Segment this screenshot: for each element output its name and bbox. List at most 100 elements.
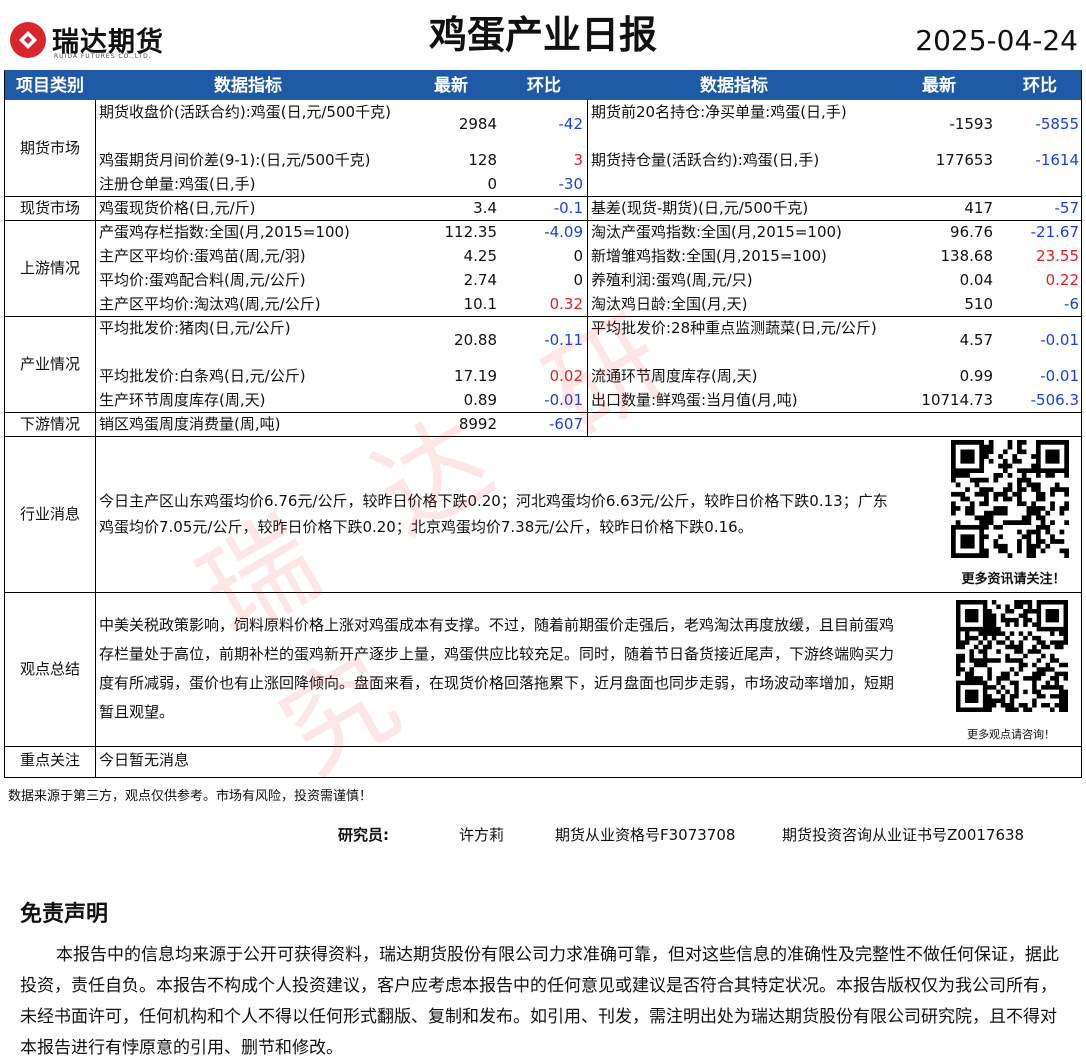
news-text: 今日主产区山东鸡蛋均价6.76元/公斤，较昨日价格下跌0.20；河北鸡蛋均价6.…	[99, 492, 888, 536]
focus-text: 今日暂无消息	[99, 751, 190, 769]
divider	[587, 316, 588, 412]
change-value: 0	[573, 247, 583, 265]
indicator-name: 期货前20名持仓:净买单量:鸡蛋(日,手)	[591, 103, 847, 121]
latest-value: 3.4	[473, 199, 497, 217]
change-value: -0.11	[544, 331, 583, 349]
data-note: 数据来源于第三方，观点仅供参考。市场有风险，投资需谨慎！	[8, 789, 373, 804]
latest-value: 10714.73	[921, 391, 993, 409]
indicator-name: 平均批发价:猪肉(日,元/公斤)	[99, 319, 291, 337]
divider	[587, 100, 588, 196]
change-value: 0.32	[549, 295, 583, 313]
row-line	[5, 196, 1081, 197]
column-header: 最新	[922, 76, 956, 96]
column-header: 环比	[527, 76, 561, 96]
change-value: -1614	[1035, 151, 1079, 169]
change-value: -6	[1064, 295, 1079, 313]
title: 鸡蛋产业日报	[428, 13, 657, 57]
indicator-name: 平均批发价:28种重点监测蔬菜(日,元/公斤)	[591, 319, 877, 337]
indicator-name: 鸡蛋期货月间价差(9-1):(日,元/500千克)	[99, 151, 371, 169]
row-line	[5, 316, 1081, 317]
divider	[95, 100, 96, 778]
indicator-name: 养殖利润:蛋鸡(周,元/只)	[591, 271, 753, 289]
change-value: -0.01	[544, 391, 583, 409]
latest-value: 10.1	[463, 295, 497, 313]
latest-value: 417	[964, 199, 993, 217]
indicator-name: 主产区平均价:蛋鸡苗(周,元/羽)	[99, 247, 306, 265]
column-header: 最新	[434, 76, 468, 96]
indicator-name: 流通环节周度库存(周,天)	[591, 367, 758, 385]
latest-value: 2984	[458, 115, 497, 133]
latest-value: 0.04	[959, 271, 993, 289]
data-table: 项目类别 数据指标 最新 环比 数据指标 最新 环比 期货市场 期货收盘价(活跃合约):鸡蛋(日…	[4, 70, 1082, 778]
indicator-name: 产蛋鸡存栏指数:全国(月,2015=100)	[99, 223, 350, 241]
indicator-name: 生产环节周度库存(周,天)	[99, 391, 266, 409]
company-name: 瑞达期货	[52, 27, 164, 58]
indicator-name: 淘汰产蛋鸡指数:全国(月,2015=100)	[591, 223, 842, 241]
qr-code	[956, 600, 1068, 712]
row-line	[5, 592, 1081, 593]
latest-value: -1593	[949, 115, 993, 133]
change-value: 23.55	[1036, 247, 1079, 265]
qr-caption: 更多资讯请关注！	[961, 572, 1066, 587]
category: 现货市场	[19, 199, 80, 217]
divider	[587, 196, 588, 220]
date: 2025-04-24	[915, 24, 1078, 57]
change-value: -42	[558, 115, 584, 133]
view-text: 中美关税政策影响，饲料原料价格上涨对鸡蛋成本有支撑。不过，随着前期蛋价走强后，老…	[99, 616, 895, 721]
researcher: 许方莉	[459, 826, 505, 844]
latest-value: 20.88	[454, 331, 497, 349]
disclaimer-text: 本报告中的信息均来源于公开可获得资料，瑞达期货股份有限公司力求准确可靠，但对这些…	[20, 945, 1059, 1058]
license: 期货投资咨询从业证书号Z0017638	[782, 826, 1025, 844]
category: 重点关注	[19, 751, 80, 769]
change-value: -0.1	[553, 199, 583, 217]
indicator-name: 鸡蛋现货价格(日,元/斤)	[99, 199, 256, 217]
latest-value: 2.74	[463, 271, 497, 289]
indicator-name: 平均价:蛋鸡配合料(周,元/公斤)	[99, 271, 306, 289]
row-line	[5, 220, 1081, 221]
indicator-name: 平均批发价:白条鸡(日,元/公斤)	[99, 367, 306, 385]
latest-value: 112.35	[444, 223, 498, 241]
latest-value: 4.25	[463, 247, 497, 265]
column-header: 数据指标	[214, 76, 282, 96]
disclaimer-title: 免责声明	[20, 902, 109, 927]
latest-value: 177653	[935, 151, 993, 169]
latest-value: 4.57	[959, 331, 993, 349]
row-line	[5, 412, 1081, 413]
category: 行业消息	[19, 505, 80, 523]
category: 观点总结	[19, 660, 80, 678]
researcher-label: 研究员:	[338, 826, 389, 844]
change-value: 0.02	[549, 367, 583, 385]
latest-value: 96.76	[950, 223, 993, 241]
column-header: 项目类别	[16, 76, 84, 96]
change-value: -506.3	[1030, 391, 1079, 409]
category: 上游情况	[19, 259, 80, 277]
category: 期货市场	[19, 139, 80, 157]
change-value: -607	[548, 415, 583, 433]
indicator-name: 主产区平均价:淘汰鸡(周,元/公斤)	[99, 295, 321, 313]
indicator-name: 出口数量:鲜鸡蛋:当月值(月,吨)	[591, 391, 798, 409]
category: 产业情况	[19, 355, 80, 373]
latest-value: 138.68	[940, 247, 994, 265]
latest-value: 510	[964, 295, 993, 313]
latest-value: 128	[468, 151, 497, 169]
header-bar	[5, 72, 1081, 100]
indicator-name: 新增雏鸡指数:全国(月,2015=100)	[591, 247, 827, 265]
latest-value: 8992	[458, 415, 497, 433]
change-value: -21.67	[1030, 223, 1079, 241]
indicator-name: 注册仓单量:鸡蛋(日,手)	[99, 175, 256, 193]
indicator-name: 销区鸡蛋周度消费量(周,吨)	[99, 415, 281, 433]
latest-value: 0.89	[463, 391, 497, 409]
qr-code	[951, 440, 1069, 558]
column-header: 数据指标	[700, 76, 768, 96]
change-value: -0.01	[1040, 331, 1079, 349]
logo-icon	[10, 22, 46, 58]
indicator-name: 期货持仓量(活跃合约):鸡蛋(日,手)	[591, 151, 820, 169]
change-value: -5855	[1035, 115, 1079, 133]
change-value: 0	[573, 271, 583, 289]
indicator-name: 期货收盘价(活跃合约):鸡蛋(日,元/500千克)	[99, 103, 391, 121]
category: 下游情况	[19, 415, 80, 433]
change-value: -57	[1054, 199, 1080, 217]
license: 期货从业资格号F3073708	[555, 826, 736, 844]
change-value: 3	[573, 151, 583, 169]
